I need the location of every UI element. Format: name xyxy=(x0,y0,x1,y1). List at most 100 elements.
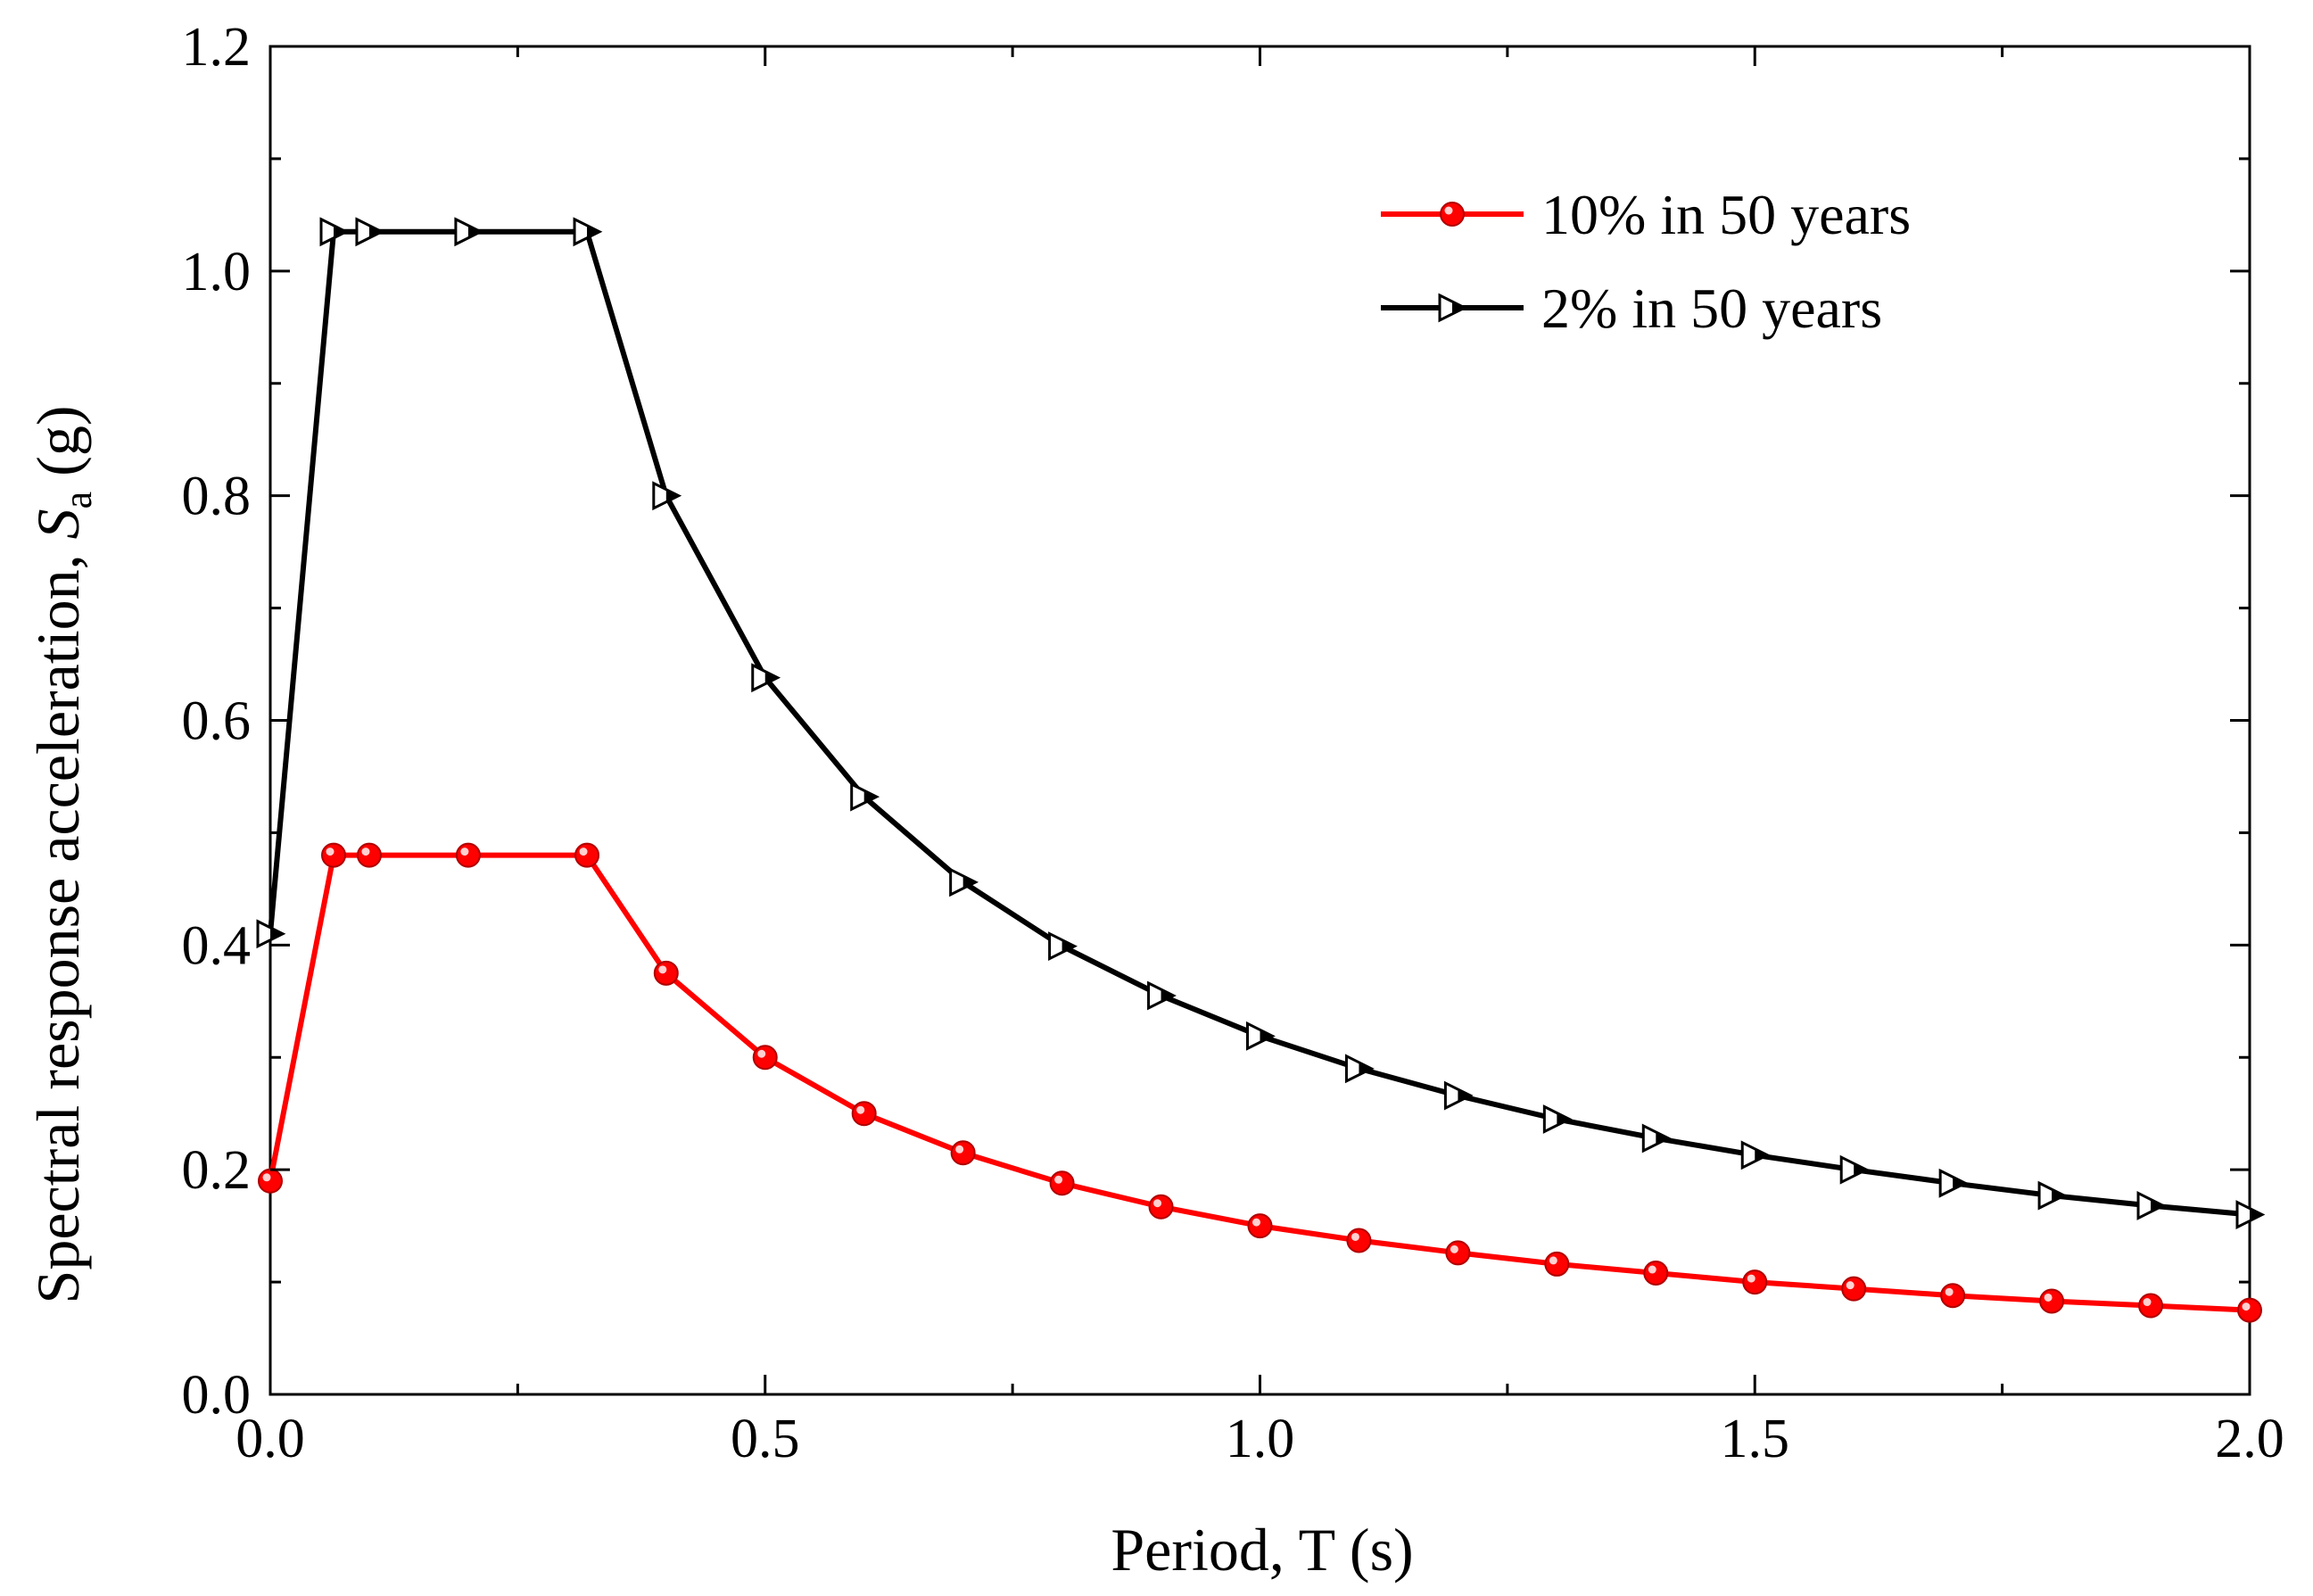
legend: 10% in 50 years 2% in 50 years xyxy=(1381,183,1911,340)
data-point-disc xyxy=(356,842,382,868)
data-point xyxy=(574,842,600,868)
data-point-highlight xyxy=(2242,1302,2251,1311)
data-point-highlight xyxy=(1846,1281,1855,1290)
data-point-highlight xyxy=(1252,1218,1260,1227)
data-point-highlight xyxy=(1549,1256,1557,1265)
data-point-highlight xyxy=(955,1145,964,1154)
data-point-disc xyxy=(2237,1297,2262,1323)
x-axis-title: Period, T (s) xyxy=(1111,1516,1413,1584)
legend-entry: 2% in 50 years xyxy=(1381,277,1882,340)
y-tick-label: 0.4 xyxy=(182,915,252,976)
x-tick-label: 0.0 xyxy=(235,1409,305,1469)
data-point-disc xyxy=(653,960,679,986)
data-point-fill xyxy=(270,927,283,940)
data-point xyxy=(851,1101,877,1127)
data-point-fill xyxy=(467,225,481,238)
data-point xyxy=(1443,1080,1474,1111)
data-point-disc xyxy=(950,1140,976,1166)
data-point xyxy=(1542,1104,1573,1134)
data-point-highlight xyxy=(658,965,667,974)
data-point-highlight xyxy=(2143,1298,2152,1307)
data-point-fill xyxy=(665,489,679,502)
data-point-disc xyxy=(1346,1228,1372,1253)
y-axis-title-subscript: a xyxy=(56,492,100,509)
data-point-disc xyxy=(455,842,481,868)
series-1 xyxy=(258,842,2262,1323)
data-point-highlight xyxy=(2044,1293,2053,1302)
data-point-disc xyxy=(2039,1288,2065,1314)
data-point-highlight xyxy=(1945,1287,1954,1296)
data-point xyxy=(2237,1297,2262,1323)
data-point xyxy=(1839,1154,1870,1185)
data-point xyxy=(1246,1021,1276,1051)
y-tick-label: 0.0 xyxy=(182,1365,252,1426)
data-point xyxy=(455,842,481,868)
data-point-fill xyxy=(764,671,778,684)
data-point xyxy=(653,960,679,986)
data-point-fill xyxy=(863,790,877,804)
data-point xyxy=(1148,1194,1174,1220)
data-point-fill xyxy=(1656,1131,1669,1145)
data-point-highlight xyxy=(757,1049,766,1058)
data-point xyxy=(751,663,781,693)
legend-marker-highlight xyxy=(1444,206,1453,215)
x-tick-label: 2.0 xyxy=(2215,1409,2284,1469)
data-point-fill xyxy=(1953,1177,1966,1190)
data-point xyxy=(321,842,347,868)
data-point-fill xyxy=(1557,1112,1570,1126)
x-tick-label: 1.0 xyxy=(1226,1409,1295,1469)
data-point xyxy=(1940,1283,1966,1309)
legend-marker xyxy=(1438,293,1468,323)
y-axis-title-main: Spectral response acceleration, xyxy=(24,539,92,1303)
data-point xyxy=(752,1045,778,1071)
data-point xyxy=(1841,1276,1867,1302)
data-point-disc xyxy=(1940,1283,1966,1309)
data-point-highlight xyxy=(262,1173,271,1182)
series-layer xyxy=(256,217,2266,1323)
data-point-fill xyxy=(1062,939,1075,953)
legend-label: 10% in 50 years xyxy=(1541,183,1911,246)
legend-entry: 10% in 50 years xyxy=(1381,183,1911,246)
data-point-disc xyxy=(1643,1261,1669,1286)
data-point-fill xyxy=(1854,1163,1867,1177)
data-point xyxy=(258,1168,283,1194)
data-point xyxy=(356,842,382,868)
data-point-disc xyxy=(1544,1251,1570,1277)
legend-marker-disc xyxy=(1440,202,1465,227)
data-point xyxy=(1643,1261,1669,1286)
data-point-highlight xyxy=(1351,1232,1359,1241)
data-point-fill xyxy=(587,225,600,238)
y-axis-title-symbol: S xyxy=(24,509,92,539)
data-point xyxy=(1147,980,1177,1011)
x-tick-label: 0.5 xyxy=(731,1409,800,1469)
data-point xyxy=(2037,1180,2068,1211)
data-point-disc xyxy=(1148,1194,1174,1220)
data-point-fill xyxy=(334,225,347,238)
data-point-fill xyxy=(2250,1208,2262,1221)
data-point-disc xyxy=(1841,1276,1867,1302)
data-point xyxy=(1938,1168,1969,1198)
data-point xyxy=(454,217,484,247)
y-tick-label: 0.6 xyxy=(182,691,252,752)
x-tick-label: 1.5 xyxy=(1721,1409,1790,1469)
data-point xyxy=(1048,931,1078,962)
data-point xyxy=(949,867,979,897)
legend-label: 2% in 50 years xyxy=(1541,277,1882,340)
data-point xyxy=(950,1140,976,1166)
data-point xyxy=(319,217,350,247)
data-point-highlight xyxy=(1747,1274,1755,1283)
data-point-highlight xyxy=(1648,1265,1656,1274)
data-point-fill xyxy=(1260,1030,1273,1043)
data-point-disc xyxy=(1247,1213,1273,1239)
series-line xyxy=(268,852,2251,1313)
y-axis-title: Spectral response acceleration, Sa (g) xyxy=(24,406,100,1304)
series-2 xyxy=(256,217,2266,1229)
y-tick-label: 0.2 xyxy=(182,1140,252,1201)
y-tick-label: 0.8 xyxy=(182,467,252,527)
data-point xyxy=(1740,1140,1771,1170)
data-point-disc xyxy=(258,1168,283,1194)
data-point-highlight xyxy=(361,848,370,856)
axes-layer: 0.0 0.5 1.0 1.5 2.0 0.0 0.2 0.4 0.6 0.8 1.0 1.2 xyxy=(182,17,2284,1469)
